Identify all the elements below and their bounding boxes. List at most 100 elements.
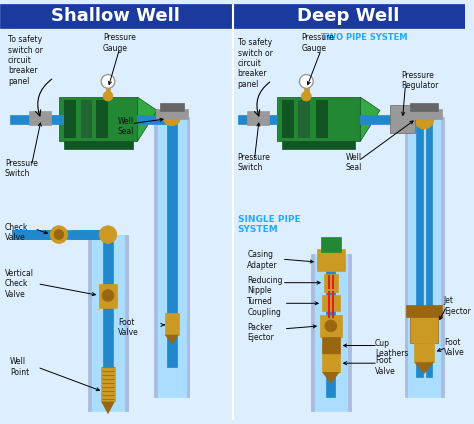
Circle shape xyxy=(102,290,114,301)
Bar xyxy=(404,117,444,396)
Bar xyxy=(407,305,442,317)
Polygon shape xyxy=(322,372,340,384)
Bar xyxy=(12,230,56,239)
Text: Pressure
Gauge: Pressure Gauge xyxy=(301,33,334,53)
Circle shape xyxy=(414,109,434,129)
Bar xyxy=(0,4,233,28)
Bar xyxy=(10,115,69,124)
Bar xyxy=(416,117,423,377)
Text: Pressure
Regulator: Pressure Regulator xyxy=(401,71,439,90)
Bar xyxy=(277,97,360,141)
Bar xyxy=(160,103,183,111)
Bar xyxy=(167,117,177,367)
Bar xyxy=(311,254,350,411)
Circle shape xyxy=(103,91,113,101)
Bar xyxy=(125,234,128,411)
Bar xyxy=(88,234,91,411)
Bar xyxy=(103,234,113,396)
Text: TWO PIPE SYSTEM: TWO PIPE SYSTEM xyxy=(321,33,408,42)
Bar xyxy=(96,100,108,138)
Bar xyxy=(154,117,190,396)
Text: Cup
Leathers: Cup Leathers xyxy=(375,339,409,358)
Text: Vertical
Check
Valve: Vertical Check Valve xyxy=(5,269,34,299)
Text: Foot
Valve: Foot Valve xyxy=(375,356,396,376)
Bar xyxy=(12,230,108,239)
Text: Well
Seal: Well Seal xyxy=(118,117,134,136)
Text: Pressure
Switch: Pressure Switch xyxy=(237,153,271,173)
Bar xyxy=(322,296,340,311)
Bar xyxy=(237,115,277,124)
Bar xyxy=(64,100,75,138)
Bar xyxy=(154,117,157,396)
Text: To safety
switch or
circuit
breaker
panel: To safety switch or circuit breaker pane… xyxy=(8,35,43,86)
Text: Shallow Well: Shallow Well xyxy=(51,7,180,25)
Bar xyxy=(347,254,350,411)
Bar xyxy=(317,249,345,271)
Bar xyxy=(426,117,432,377)
Bar xyxy=(304,81,309,97)
Bar xyxy=(441,117,444,396)
Text: Pressure
Gauge: Pressure Gauge xyxy=(103,33,136,53)
Bar xyxy=(324,274,338,292)
Bar xyxy=(404,117,408,396)
Bar xyxy=(156,109,188,119)
Text: Foot
Valve: Foot Valve xyxy=(118,318,138,338)
Bar xyxy=(59,97,137,141)
Circle shape xyxy=(54,230,64,240)
Bar xyxy=(88,234,128,411)
Text: SINGLE PIPE
SYSTEM: SINGLE PIPE SYSTEM xyxy=(237,215,300,234)
Bar xyxy=(407,109,442,119)
Bar xyxy=(99,284,117,308)
Text: Deep Well: Deep Well xyxy=(297,7,400,25)
Bar xyxy=(419,117,428,119)
Circle shape xyxy=(163,108,181,126)
Bar xyxy=(299,100,310,138)
Polygon shape xyxy=(360,97,380,141)
Bar xyxy=(29,112,51,125)
Bar xyxy=(317,262,345,268)
Bar xyxy=(187,117,190,396)
Circle shape xyxy=(300,75,313,88)
Polygon shape xyxy=(165,335,179,345)
Bar xyxy=(414,343,434,362)
Text: To safety
switch or
circuit
breaker
panel: To safety switch or circuit breaker pane… xyxy=(237,38,273,89)
Bar xyxy=(64,141,133,149)
Bar xyxy=(410,313,438,343)
Bar xyxy=(142,112,172,121)
Polygon shape xyxy=(137,97,157,141)
Bar xyxy=(137,115,172,124)
Bar xyxy=(81,100,92,138)
Bar xyxy=(247,112,269,125)
Bar xyxy=(360,116,415,123)
Circle shape xyxy=(325,320,337,332)
Bar xyxy=(390,106,415,133)
Bar xyxy=(322,337,340,354)
Bar xyxy=(106,81,110,97)
Text: Casing
Adapter: Casing Adapter xyxy=(247,250,278,270)
Bar xyxy=(321,237,341,252)
Bar xyxy=(320,315,342,337)
Polygon shape xyxy=(101,402,115,414)
Text: Packer
Ejector: Packer Ejector xyxy=(247,323,274,342)
Bar xyxy=(322,354,340,372)
Bar xyxy=(165,313,179,335)
Bar xyxy=(233,4,465,28)
Text: Reducing
Nipple: Reducing Nipple xyxy=(247,276,283,295)
Circle shape xyxy=(99,226,117,243)
Bar xyxy=(311,254,314,411)
Text: Turned
Coupling: Turned Coupling xyxy=(247,297,281,317)
Text: Foot
Valve: Foot Valve xyxy=(444,338,465,357)
Bar xyxy=(410,103,438,111)
Bar xyxy=(71,230,108,239)
Circle shape xyxy=(50,226,68,243)
Bar xyxy=(101,367,115,402)
Bar xyxy=(360,115,424,124)
Polygon shape xyxy=(414,362,434,374)
Text: Jet
Ejector: Jet Ejector xyxy=(444,296,471,316)
Circle shape xyxy=(301,91,311,101)
Text: Check
Valve: Check Valve xyxy=(5,223,28,242)
Bar xyxy=(327,254,335,396)
Bar xyxy=(316,100,328,138)
Text: Well
Point: Well Point xyxy=(10,357,29,377)
Bar xyxy=(282,141,356,149)
